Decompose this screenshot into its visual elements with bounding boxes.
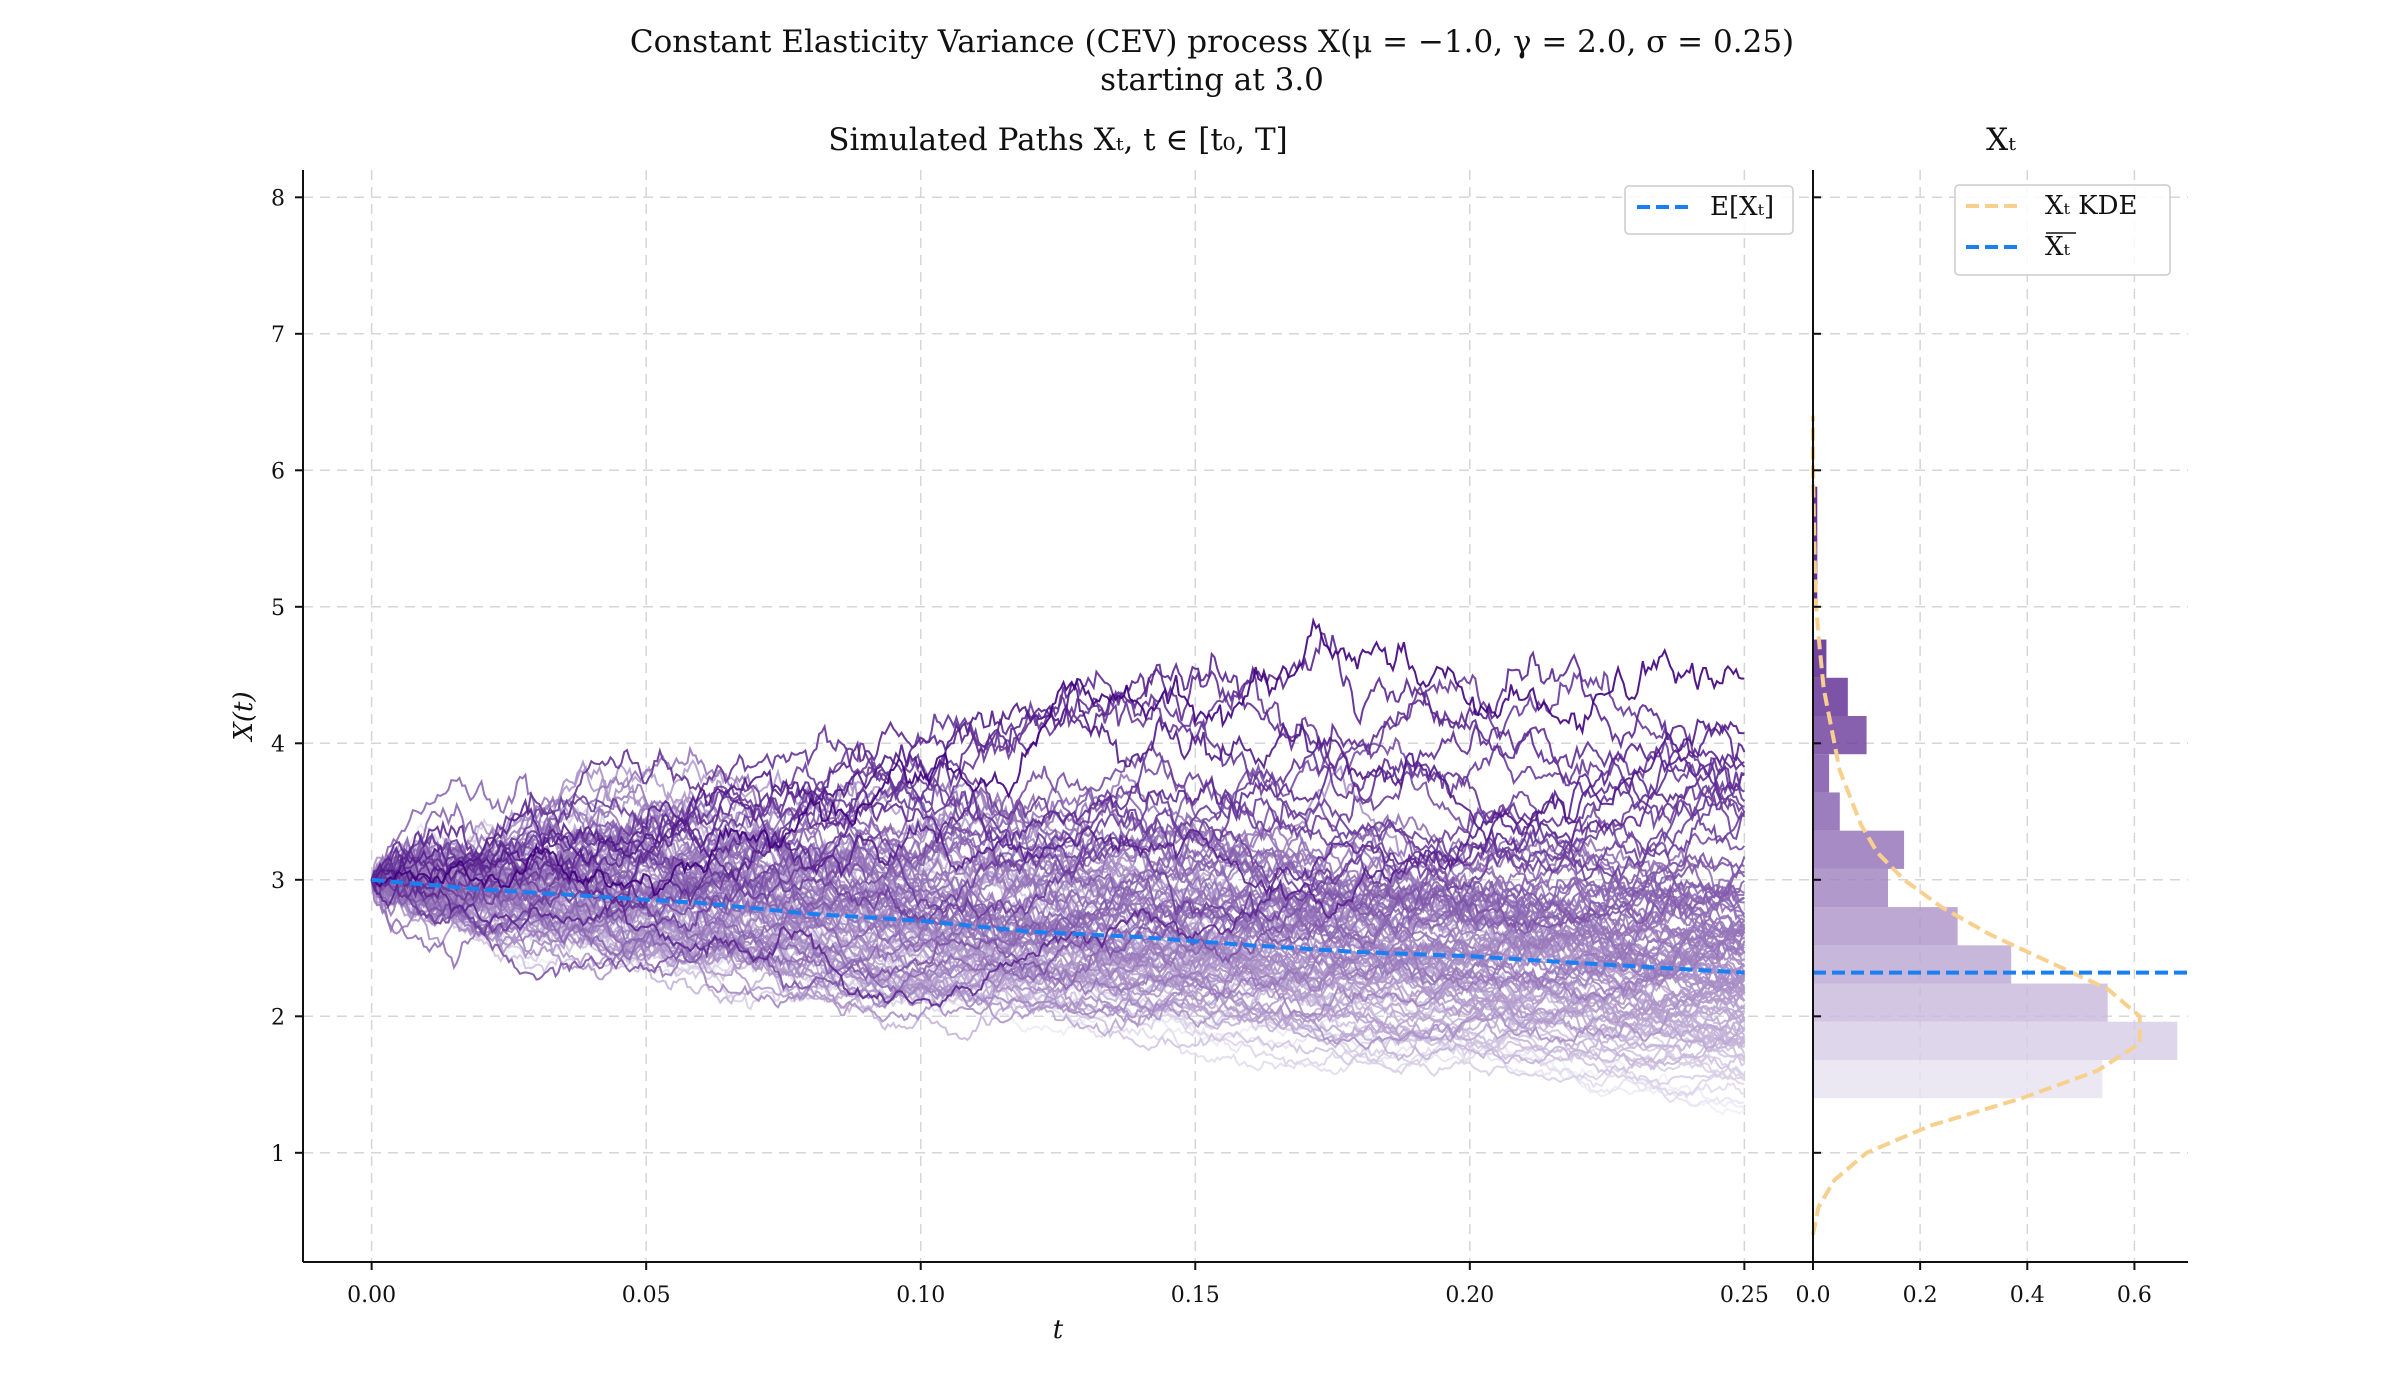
expected-value-series xyxy=(371,877,1745,975)
histogram-bar xyxy=(1813,983,2108,1022)
simulated-path xyxy=(370,793,1746,950)
simulated-path xyxy=(370,631,1745,932)
side-x-tick-label: 0.6 xyxy=(2117,1283,2152,1308)
simulated-path xyxy=(371,857,1746,1002)
main-y-tick-label: 2 xyxy=(271,1005,285,1030)
simulated-path xyxy=(371,823,1746,944)
simulated-path xyxy=(371,681,1745,886)
main-y-tick-label: 4 xyxy=(271,732,285,757)
figure-suptitle-line2: starting at 3.0 xyxy=(1100,62,1324,98)
simulated-path xyxy=(371,851,1746,992)
figure-suptitle-line1: Constant Elasticity Variance (CEV) proce… xyxy=(630,24,1794,60)
histogram-bar xyxy=(1813,716,1867,755)
kde-curve xyxy=(1811,415,2142,1236)
histogram-bar xyxy=(1813,754,1830,793)
simulated-path xyxy=(370,862,1746,1050)
simulated-path xyxy=(370,866,1746,1029)
simulated-path xyxy=(370,801,1745,953)
histogram-bar xyxy=(1813,1059,2103,1099)
main-legend: E[Xₜ] xyxy=(1624,185,1794,235)
main-legend-mean-label: E[Xₜ] xyxy=(1710,192,1774,222)
side-legend-kde-label: Xₜ KDE xyxy=(2045,191,2137,221)
side-axes: 0.0 0.2 0.4 0.6 xyxy=(1796,170,2188,1308)
simulated-path xyxy=(370,874,1745,1003)
main-x-tick-label: 0.00 xyxy=(347,1283,396,1308)
side-x-tick-label: 0.4 xyxy=(2010,1283,2045,1308)
simulated-path xyxy=(371,616,1745,897)
main-panel-title: Simulated Paths Xₜ, t ∈ [t₀, T] xyxy=(828,122,1288,158)
simulated-path xyxy=(370,753,1746,1008)
terminal-distribution-panel: Xₜ 0.0 0.2 0.4 0.6 Xₜ KDE Xₜ xyxy=(1796,122,2188,1308)
main-y-tick-label: 1 xyxy=(271,1142,285,1167)
histogram-bar xyxy=(1813,945,2012,984)
main-x-tick-label: 0.20 xyxy=(1445,1283,1494,1308)
main-x-tick-label: 0.25 xyxy=(1720,1283,1769,1308)
main-x-axis-label: t xyxy=(1053,1315,1064,1345)
side-legend-mean-label: Xₜ xyxy=(2045,232,2071,262)
main-axes: 0.00 0.05 0.10 0.15 0.20 0.25 1 2 3 4 5 6 7 8 xyxy=(271,170,1813,1308)
side-x-tick-label: 0.2 xyxy=(1903,1283,1938,1308)
main-y-tick-label: 7 xyxy=(271,323,285,348)
histogram-bar xyxy=(1813,792,1840,831)
simulated-path xyxy=(371,691,1745,882)
main-y-axis-label: X(t) xyxy=(229,691,259,742)
simulated-paths xyxy=(370,616,1746,1117)
histogram-bar xyxy=(1813,868,1888,908)
main-x-tick-label: 0.10 xyxy=(896,1283,945,1308)
main-x-tick-label: 0.15 xyxy=(1171,1283,1220,1308)
simulated-path xyxy=(370,723,1745,890)
main-y-tick-label: 6 xyxy=(271,459,285,484)
expected-value-line xyxy=(371,877,1745,975)
simulated-paths-panel: Simulated Paths Xₜ, t ∈ [t₀, T] 0.00 0.05… xyxy=(229,122,1813,1345)
histogram-bar xyxy=(1813,677,1848,716)
main-y-tick-label: 3 xyxy=(271,869,285,894)
main-x-tick-label: 0.05 xyxy=(622,1283,671,1308)
side-panel-title: Xₜ xyxy=(1986,122,2016,158)
histogram-bar xyxy=(1813,830,1905,869)
main-y-tick-label: 8 xyxy=(271,186,285,211)
main-y-tick-label: 5 xyxy=(271,596,285,621)
side-x-tick-label: 0.0 xyxy=(1796,1283,1831,1308)
main-legend-box xyxy=(1624,185,1794,235)
simulated-path xyxy=(370,834,1746,949)
terminal-histogram xyxy=(1813,486,2178,1099)
simulated-path xyxy=(370,746,1746,924)
histogram-bar xyxy=(1813,907,1958,946)
terminal-kde xyxy=(1811,415,2142,1236)
simulated-path xyxy=(371,859,1745,993)
histogram-bar xyxy=(1813,1021,2178,1060)
side-legend: Xₜ KDE Xₜ xyxy=(1954,184,2171,276)
simulated-path xyxy=(370,723,1746,920)
